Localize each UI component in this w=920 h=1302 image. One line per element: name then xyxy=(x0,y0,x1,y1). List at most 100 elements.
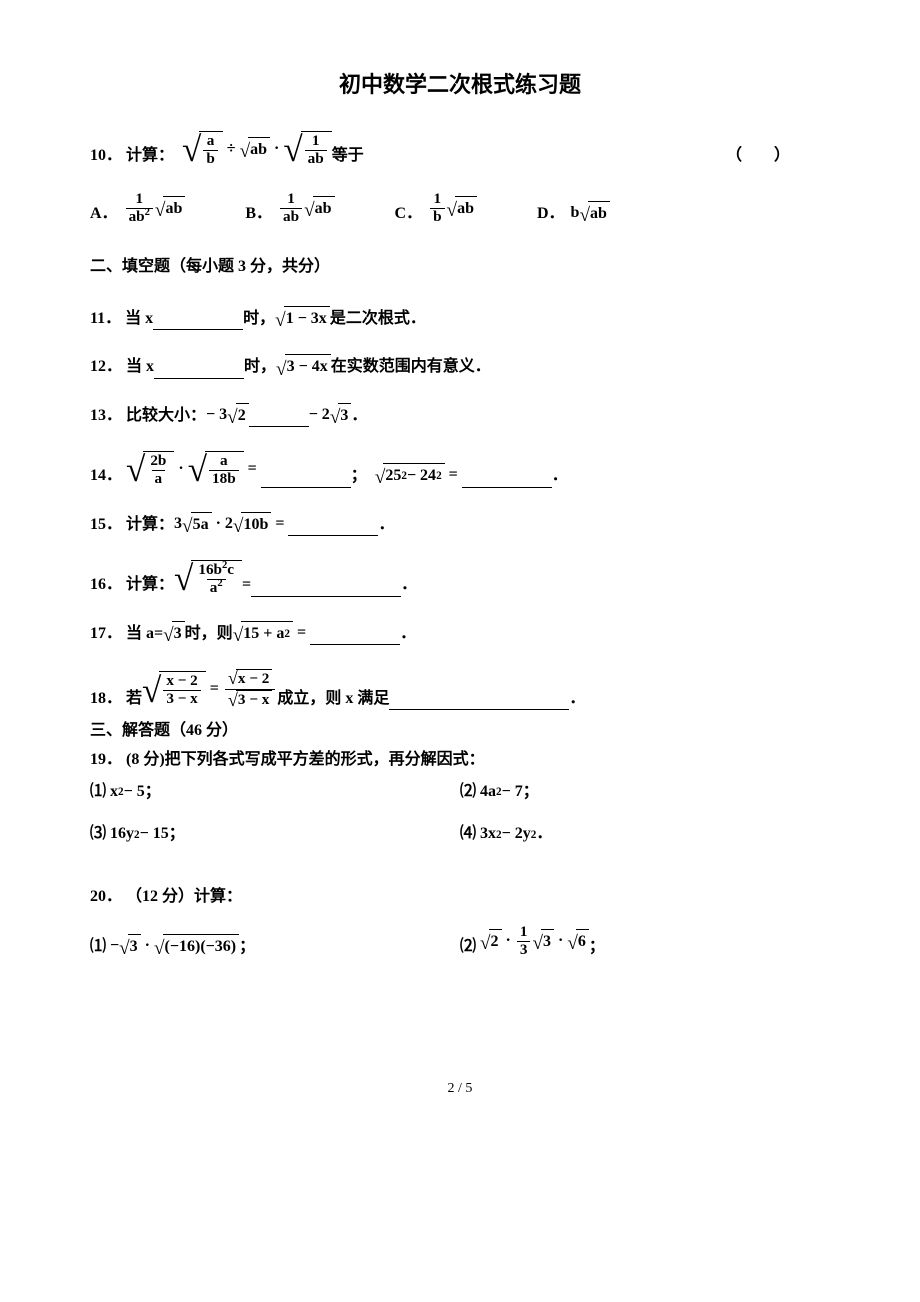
question-13: 13． 比较大小： − 3√2 − 2√3 ． xyxy=(90,403,830,427)
question-12: 12． 当 x 时， √3 − 4x 在实数范围内有意义． xyxy=(90,354,830,378)
choice-a: A． 1ab2√ab xyxy=(90,191,185,225)
r3b: 3 xyxy=(172,621,185,645)
answer-paren: （ ） xyxy=(726,145,830,167)
r1m3x: 1 − 3x xyxy=(284,306,330,330)
sq: 2 xyxy=(145,207,150,218)
q11-pre: 当 x xyxy=(125,308,153,330)
question-15: 15． 计算： 3√5a · 2√10b = ． xyxy=(90,512,830,536)
ad: a xyxy=(152,470,166,488)
tx: 3x xyxy=(480,823,496,845)
question-18: 18． 若 √x − 23 − x = √x − 2√3 − x 成立，则 x … xyxy=(90,669,830,710)
eq16: = xyxy=(242,574,251,596)
twob: 2b xyxy=(147,453,169,470)
fa: 4a xyxy=(480,781,496,803)
blank xyxy=(249,410,309,427)
r3c: 3 xyxy=(128,934,141,958)
p1: (−16)(−36) xyxy=(163,934,240,958)
semi14: ； xyxy=(351,465,367,487)
m7: − 7 xyxy=(502,781,523,803)
dot20b: · xyxy=(506,930,511,952)
q20-num: 20． xyxy=(90,886,122,908)
r2: 2 xyxy=(236,403,249,427)
q17-num: 17． xyxy=(90,623,122,645)
an: a xyxy=(217,453,231,470)
bcoef: b xyxy=(571,202,580,224)
q12-num: 12． xyxy=(90,356,122,378)
q15-num: 15． xyxy=(90,514,122,536)
q10-expression: √ab ÷ √ab · √1ab xyxy=(182,131,332,167)
dot15: · xyxy=(216,513,221,535)
dot14b: ． xyxy=(552,465,568,487)
q11-post: 是二次根式． xyxy=(330,308,426,330)
dot14: · xyxy=(178,458,183,480)
r2b: 2 xyxy=(489,929,502,953)
question-20: 20． （12 分）计算： xyxy=(90,886,830,908)
fc-n: 1 xyxy=(431,191,445,208)
d16: ． xyxy=(401,574,417,596)
r10b: 10b xyxy=(241,512,271,536)
m2y: − 2y xyxy=(502,823,531,845)
blank xyxy=(251,580,401,597)
choice-b: B． 1ab√ab xyxy=(245,191,334,225)
blank xyxy=(462,471,552,488)
q20-row1: ⑴ −√3·√(−16)(−36) ； ⑵ √2 · 13 √3 · √6 ； xyxy=(90,924,830,958)
fa-n: 1 xyxy=(132,191,146,208)
q13-dot: ． xyxy=(351,405,367,427)
r3: 3 xyxy=(338,403,351,427)
sc20a: ； xyxy=(239,936,255,958)
q12-pre: 当 x xyxy=(126,356,154,378)
q16-num: 16． xyxy=(90,574,122,596)
label-d: D． xyxy=(537,203,565,225)
eq15: = xyxy=(275,513,284,535)
l4: ⑷ xyxy=(460,823,476,845)
choice-d: D． b√ab xyxy=(537,201,610,225)
q12-post: 在实数范围内有意义． xyxy=(331,356,491,378)
blank xyxy=(261,471,351,488)
rab3: ab xyxy=(455,196,477,220)
question-14: 14． √2ba · √a18b = ； √252 − 242 = ． xyxy=(90,451,830,487)
m3: − 3 xyxy=(206,404,227,426)
c3: 3 xyxy=(174,513,182,535)
sy: 16y xyxy=(110,823,134,845)
q15-pre: 计算： xyxy=(126,514,174,536)
c2: 2 xyxy=(225,513,233,535)
d18: ． xyxy=(569,688,585,710)
q19-row2: ⑶ 16y2 − 15 ； ⑷ 3x2 − 2y2 ． xyxy=(90,823,830,845)
label-c: C． xyxy=(395,203,423,225)
q20-pre: （12 分）计算： xyxy=(126,886,242,908)
q16-pre: 计算： xyxy=(126,574,174,596)
r6: 6 xyxy=(576,929,589,953)
l20a: ⑴ xyxy=(90,936,106,958)
d18b: 18b xyxy=(209,470,239,488)
f3: 3 xyxy=(517,941,531,959)
cc: c xyxy=(227,561,234,578)
blank xyxy=(389,693,569,710)
ab2: ab xyxy=(305,150,327,168)
s2d: 2 xyxy=(217,578,222,589)
q16n: 16b2c xyxy=(195,562,237,579)
l20b: ⑵ xyxy=(460,936,476,958)
blank xyxy=(154,362,244,379)
sc4: ． xyxy=(536,823,552,845)
q19-3: ⑶ 16y2 − 15 ； xyxy=(90,823,460,845)
b: b xyxy=(203,150,217,168)
q19-2: ⑵ 4a2 − 7 ； xyxy=(460,781,830,803)
q20-2: ⑵ √2 · 13 √3 · √6 ； xyxy=(460,924,830,958)
blank xyxy=(310,628,400,645)
eq18: = xyxy=(210,678,219,700)
r3m4x: 3 − 4x xyxy=(285,354,331,378)
q17-pre: 当 a= xyxy=(126,623,163,645)
q17-mid: 时，则 xyxy=(185,623,233,645)
q16d: a2 xyxy=(207,579,226,597)
q18-pre: 若 xyxy=(126,688,142,710)
question-10: 10． 计算： √ab ÷ √ab · √1ab 等于 （ ） xyxy=(90,131,830,167)
dot20c: · xyxy=(558,930,563,952)
question-19: 19． (8 分)把下列各式写成平方差的形式，再分解因式： xyxy=(90,749,830,771)
neg: − xyxy=(110,935,119,957)
r15: 15 + a xyxy=(243,623,284,645)
f1: 1 xyxy=(517,924,531,941)
q18-mid: 成立，则 x 满足 xyxy=(277,688,389,710)
eq14: = xyxy=(248,458,257,480)
page-footer: 2 / 5 xyxy=(90,1079,830,1099)
section-2-heading: 二、填空题（每小题 3 分，共分） xyxy=(90,256,830,278)
